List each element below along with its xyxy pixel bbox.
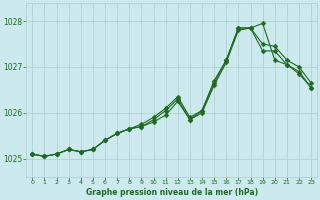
X-axis label: Graphe pression niveau de la mer (hPa): Graphe pression niveau de la mer (hPa) [86, 188, 258, 197]
